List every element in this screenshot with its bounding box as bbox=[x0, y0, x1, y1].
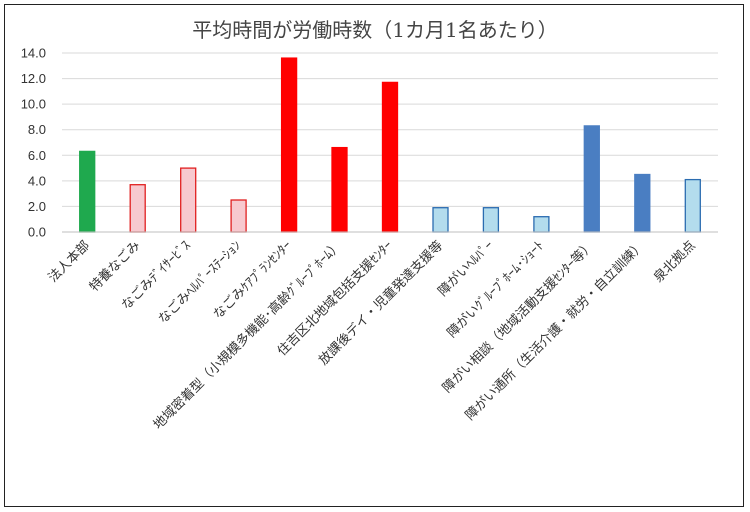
y-tick-label: 8.0 bbox=[28, 122, 46, 137]
x-tick-label: 障がいｸﾞﾙｰﾌﾟﾎｰﾑ･ｼｮｰﾄ bbox=[445, 238, 548, 341]
chart-frame bbox=[4, 4, 744, 507]
y-tick-label: 4.0 bbox=[28, 173, 46, 188]
x-tick-label: 障がい通所（生活介護・就労・自立訓練） bbox=[462, 238, 648, 424]
y-tick-label: 12.0 bbox=[21, 71, 46, 86]
y-tick-label: 2.0 bbox=[28, 199, 46, 214]
bar bbox=[482, 207, 500, 233]
y-tick-label: 6.0 bbox=[28, 148, 46, 163]
y-tick-label: 10.0 bbox=[21, 97, 46, 112]
y-tick-label: 0.0 bbox=[28, 225, 46, 240]
bar bbox=[634, 173, 651, 233]
y-axis-ticks: 0.0 2.0 4.0 6.0 8.0 10.0 12.0 14.0 bbox=[21, 46, 46, 240]
y-tick-label: 14.0 bbox=[21, 46, 46, 61]
x-tick-label: なごみﾍﾙﾊﾟｰｽﾃｰｼｮﾝ bbox=[155, 238, 244, 327]
x-tick-label: 泉北拠点 bbox=[651, 238, 699, 286]
bar bbox=[180, 167, 197, 233]
x-tick-label: 法人本部 bbox=[46, 238, 93, 285]
bar bbox=[280, 57, 298, 233]
bar bbox=[331, 146, 348, 233]
chart-title: 平均時間が労働時数（1カ月1名あたり） bbox=[192, 18, 558, 42]
x-axis-labels: 法人本部特養なごみなごみﾃﾞｲｻｰﾋﾞｽなごみﾍﾙﾊﾟｰｽﾃｰｼｮﾝなごみｹｱﾌ… bbox=[46, 237, 699, 433]
bar bbox=[432, 207, 449, 233]
bar bbox=[129, 184, 146, 233]
bar bbox=[230, 199, 247, 233]
bars bbox=[79, 57, 701, 233]
bar bbox=[381, 81, 399, 233]
bar bbox=[533, 216, 550, 233]
x-tick-label: 地域密着型（小規模多機能･高齢ｸﾞﾙｰﾌﾟﾎｰﾑ） bbox=[150, 238, 345, 433]
bar bbox=[684, 178, 701, 233]
bar bbox=[583, 125, 600, 233]
bar bbox=[79, 150, 96, 233]
